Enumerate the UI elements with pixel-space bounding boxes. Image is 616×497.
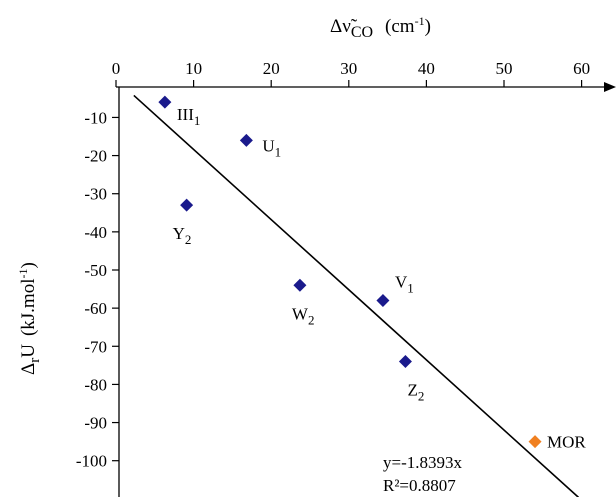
y-tick-label-0: -10 xyxy=(84,108,107,127)
point-u xyxy=(239,133,253,147)
point-label-u: U1 xyxy=(262,136,281,159)
point-y xyxy=(180,198,194,212)
point-labels: III1 U1 Y2 W2 V1 Z2 MOR xyxy=(173,105,587,451)
x-tick-label-1: 10 xyxy=(185,59,202,78)
y-ticks: -10 -20 -30 -40 -50 -60 -70 -80 -90 -100 xyxy=(76,108,119,471)
trendline-group xyxy=(133,94,580,497)
x-tick-label-3: 30 xyxy=(340,59,357,78)
point-label-w: W2 xyxy=(292,304,315,327)
trendline-equation: y=-1.8393x xyxy=(383,453,462,472)
y-tick-label-3: -40 xyxy=(84,223,107,242)
y-tick-label-8: -90 xyxy=(84,414,107,433)
point-label-iii: III1 xyxy=(177,105,200,128)
x-tick-label-5: 50 xyxy=(496,59,513,78)
x-tick-label-6: 60 xyxy=(573,59,590,78)
y-tick-label-5: -60 xyxy=(84,299,107,318)
x-axis-arrow xyxy=(604,82,616,92)
trendline xyxy=(133,94,580,497)
point-label-z: Z2 xyxy=(407,381,424,404)
point-label-mor: MOR xyxy=(547,433,586,452)
x-ticks: 0 10 20 30 40 50 60 xyxy=(112,59,590,87)
data-points xyxy=(158,95,542,449)
point-w xyxy=(293,278,307,292)
x-tick-label-4: 40 xyxy=(418,59,435,78)
trendline-r2: R²=0.8807 xyxy=(383,476,456,495)
point-label-v: V1 xyxy=(395,273,414,296)
point-mor xyxy=(528,435,542,449)
y-tick-label-2: -30 xyxy=(84,185,107,204)
y-tick-label-1: -20 xyxy=(84,147,107,166)
y-tick-label-6: -70 xyxy=(84,337,107,356)
point-v xyxy=(376,294,390,308)
point-label-y: Y2 xyxy=(173,224,192,247)
y-axis-title: ΔrU(kJ.mol-1) xyxy=(16,262,43,375)
x-tick-label-0: 0 xyxy=(112,59,121,78)
y-tick-label-7: -80 xyxy=(84,375,107,394)
x-tick-label-2: 20 xyxy=(263,59,280,78)
y-tick-label-9: -100 xyxy=(76,452,107,471)
point-z xyxy=(398,355,412,369)
y-tick-label-4: -50 xyxy=(84,261,107,280)
x-axis-title: Δν̃CO (cm-1) xyxy=(330,14,431,41)
point-iii xyxy=(158,95,172,109)
